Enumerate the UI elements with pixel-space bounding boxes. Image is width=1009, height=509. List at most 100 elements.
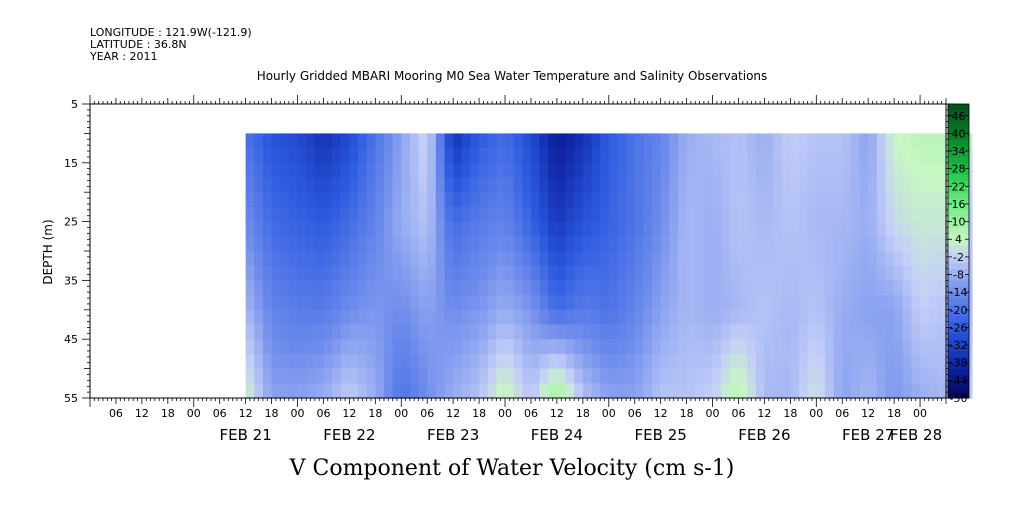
heatmap-cell xyxy=(695,265,705,281)
heatmap-cell xyxy=(747,353,757,370)
heatmap-cell xyxy=(513,368,523,384)
heatmap-cell xyxy=(271,295,281,311)
colorbar-swatch xyxy=(948,350,969,358)
heatmap-cell xyxy=(738,251,748,267)
heatmap-cell xyxy=(574,206,584,223)
heatmap-cell xyxy=(496,309,506,326)
heatmap-cell xyxy=(513,162,523,179)
heatmap-cell xyxy=(366,353,376,370)
heatmap-cell xyxy=(859,221,869,237)
heatmap-cell xyxy=(280,162,290,179)
heatmap-cell xyxy=(505,221,515,237)
heatmap-cell xyxy=(297,177,307,193)
heatmap-cell xyxy=(271,177,281,193)
heatmap-cell xyxy=(920,177,930,193)
heatmap-cell xyxy=(522,383,532,399)
heatmap-cell xyxy=(738,265,748,281)
heatmap-cell xyxy=(764,353,774,370)
heatmap-cell xyxy=(401,295,411,311)
heatmap-cell xyxy=(816,280,826,296)
heatmap-cell xyxy=(453,339,463,355)
heatmap-cell xyxy=(608,368,619,384)
heatmap-cell xyxy=(712,324,722,340)
heatmap-cell xyxy=(643,206,653,223)
heatmap-cell xyxy=(453,353,463,370)
heatmap-cell xyxy=(453,236,463,252)
heatmap-cell xyxy=(842,295,852,311)
heatmap-cell xyxy=(755,177,766,193)
colorbar-label: 10 xyxy=(952,216,966,229)
colorbar-swatch xyxy=(948,233,969,240)
heatmap-cell xyxy=(539,309,549,326)
heatmap-cell xyxy=(600,265,610,281)
heatmap-cell xyxy=(885,339,895,355)
heatmap-cell xyxy=(634,192,644,208)
heatmap-cell xyxy=(297,162,307,179)
heatmap-cell xyxy=(669,339,679,355)
y-axis-title: DEPTH (m) xyxy=(41,219,55,284)
heatmap-cell xyxy=(496,192,506,208)
heatmap-cell xyxy=(487,251,497,267)
heatmap-cell xyxy=(634,324,644,340)
heatmap-cell xyxy=(435,295,446,311)
heatmap-cell xyxy=(245,162,255,179)
heatmap-cell xyxy=(323,133,333,149)
x-hour-label: 12 xyxy=(135,407,149,420)
heatmap-cell xyxy=(444,368,454,384)
heatmap-cell xyxy=(461,236,472,252)
heatmap-cell xyxy=(703,251,714,267)
y-tick-label: 35 xyxy=(64,274,78,287)
heatmap-cell xyxy=(833,353,843,370)
heatmap-cell xyxy=(288,133,299,149)
heatmap-cell xyxy=(513,148,523,164)
heatmap-cell xyxy=(824,133,835,149)
heatmap-cell xyxy=(617,148,627,164)
y-tick-label: 25 xyxy=(64,216,78,229)
heatmap-cell xyxy=(323,162,333,179)
heatmap-cell xyxy=(591,265,601,281)
heatmap-cell xyxy=(643,368,653,384)
heatmap-cell xyxy=(487,162,497,179)
heatmap-cell xyxy=(479,133,489,149)
heatmap-cell xyxy=(409,192,420,208)
heatmap-cell xyxy=(660,280,670,296)
heatmap-cell xyxy=(340,162,350,179)
colorbar-label: -26 xyxy=(950,321,968,334)
heatmap-cell xyxy=(703,309,714,326)
heatmap-cell xyxy=(799,177,809,193)
heatmap-cell xyxy=(799,162,809,179)
heatmap-cell xyxy=(799,309,809,326)
heatmap-cell xyxy=(859,383,869,399)
heatmap-cell xyxy=(340,133,350,149)
heatmap-cell xyxy=(703,265,714,281)
heatmap-cell xyxy=(340,221,350,237)
heatmap-cell xyxy=(747,206,757,223)
heatmap-cell xyxy=(306,309,316,326)
heatmap-cell xyxy=(288,368,299,384)
heatmap-cell xyxy=(496,383,506,399)
heatmap-cell xyxy=(773,206,783,223)
heatmap-cell xyxy=(894,324,904,340)
heatmap-cell xyxy=(496,339,506,355)
heatmap-cell xyxy=(254,177,264,193)
x-axis-title: V Component of Water Velocity (cm s-1) xyxy=(289,456,735,481)
heatmap-cell xyxy=(444,353,454,370)
heatmap-cell xyxy=(314,148,325,164)
heatmap-cell xyxy=(375,295,385,311)
heatmap-cell xyxy=(271,221,281,237)
heatmap-cell xyxy=(894,368,904,384)
heatmap-cell xyxy=(288,177,299,193)
heatmap-cell xyxy=(332,383,342,399)
heatmap-cell xyxy=(262,236,273,252)
heatmap-cell xyxy=(721,148,731,164)
heatmap-cell xyxy=(868,324,878,340)
heatmap-cell xyxy=(799,251,809,267)
heatmap-cell xyxy=(868,353,878,370)
heatmap-cell xyxy=(340,339,350,355)
x-hour-label: 18 xyxy=(161,407,175,420)
heatmap-cell xyxy=(686,383,696,399)
heatmap-cell xyxy=(427,221,437,237)
heatmap-cell xyxy=(332,192,342,208)
heatmap-cell xyxy=(833,324,843,340)
heatmap-cell xyxy=(703,324,714,340)
